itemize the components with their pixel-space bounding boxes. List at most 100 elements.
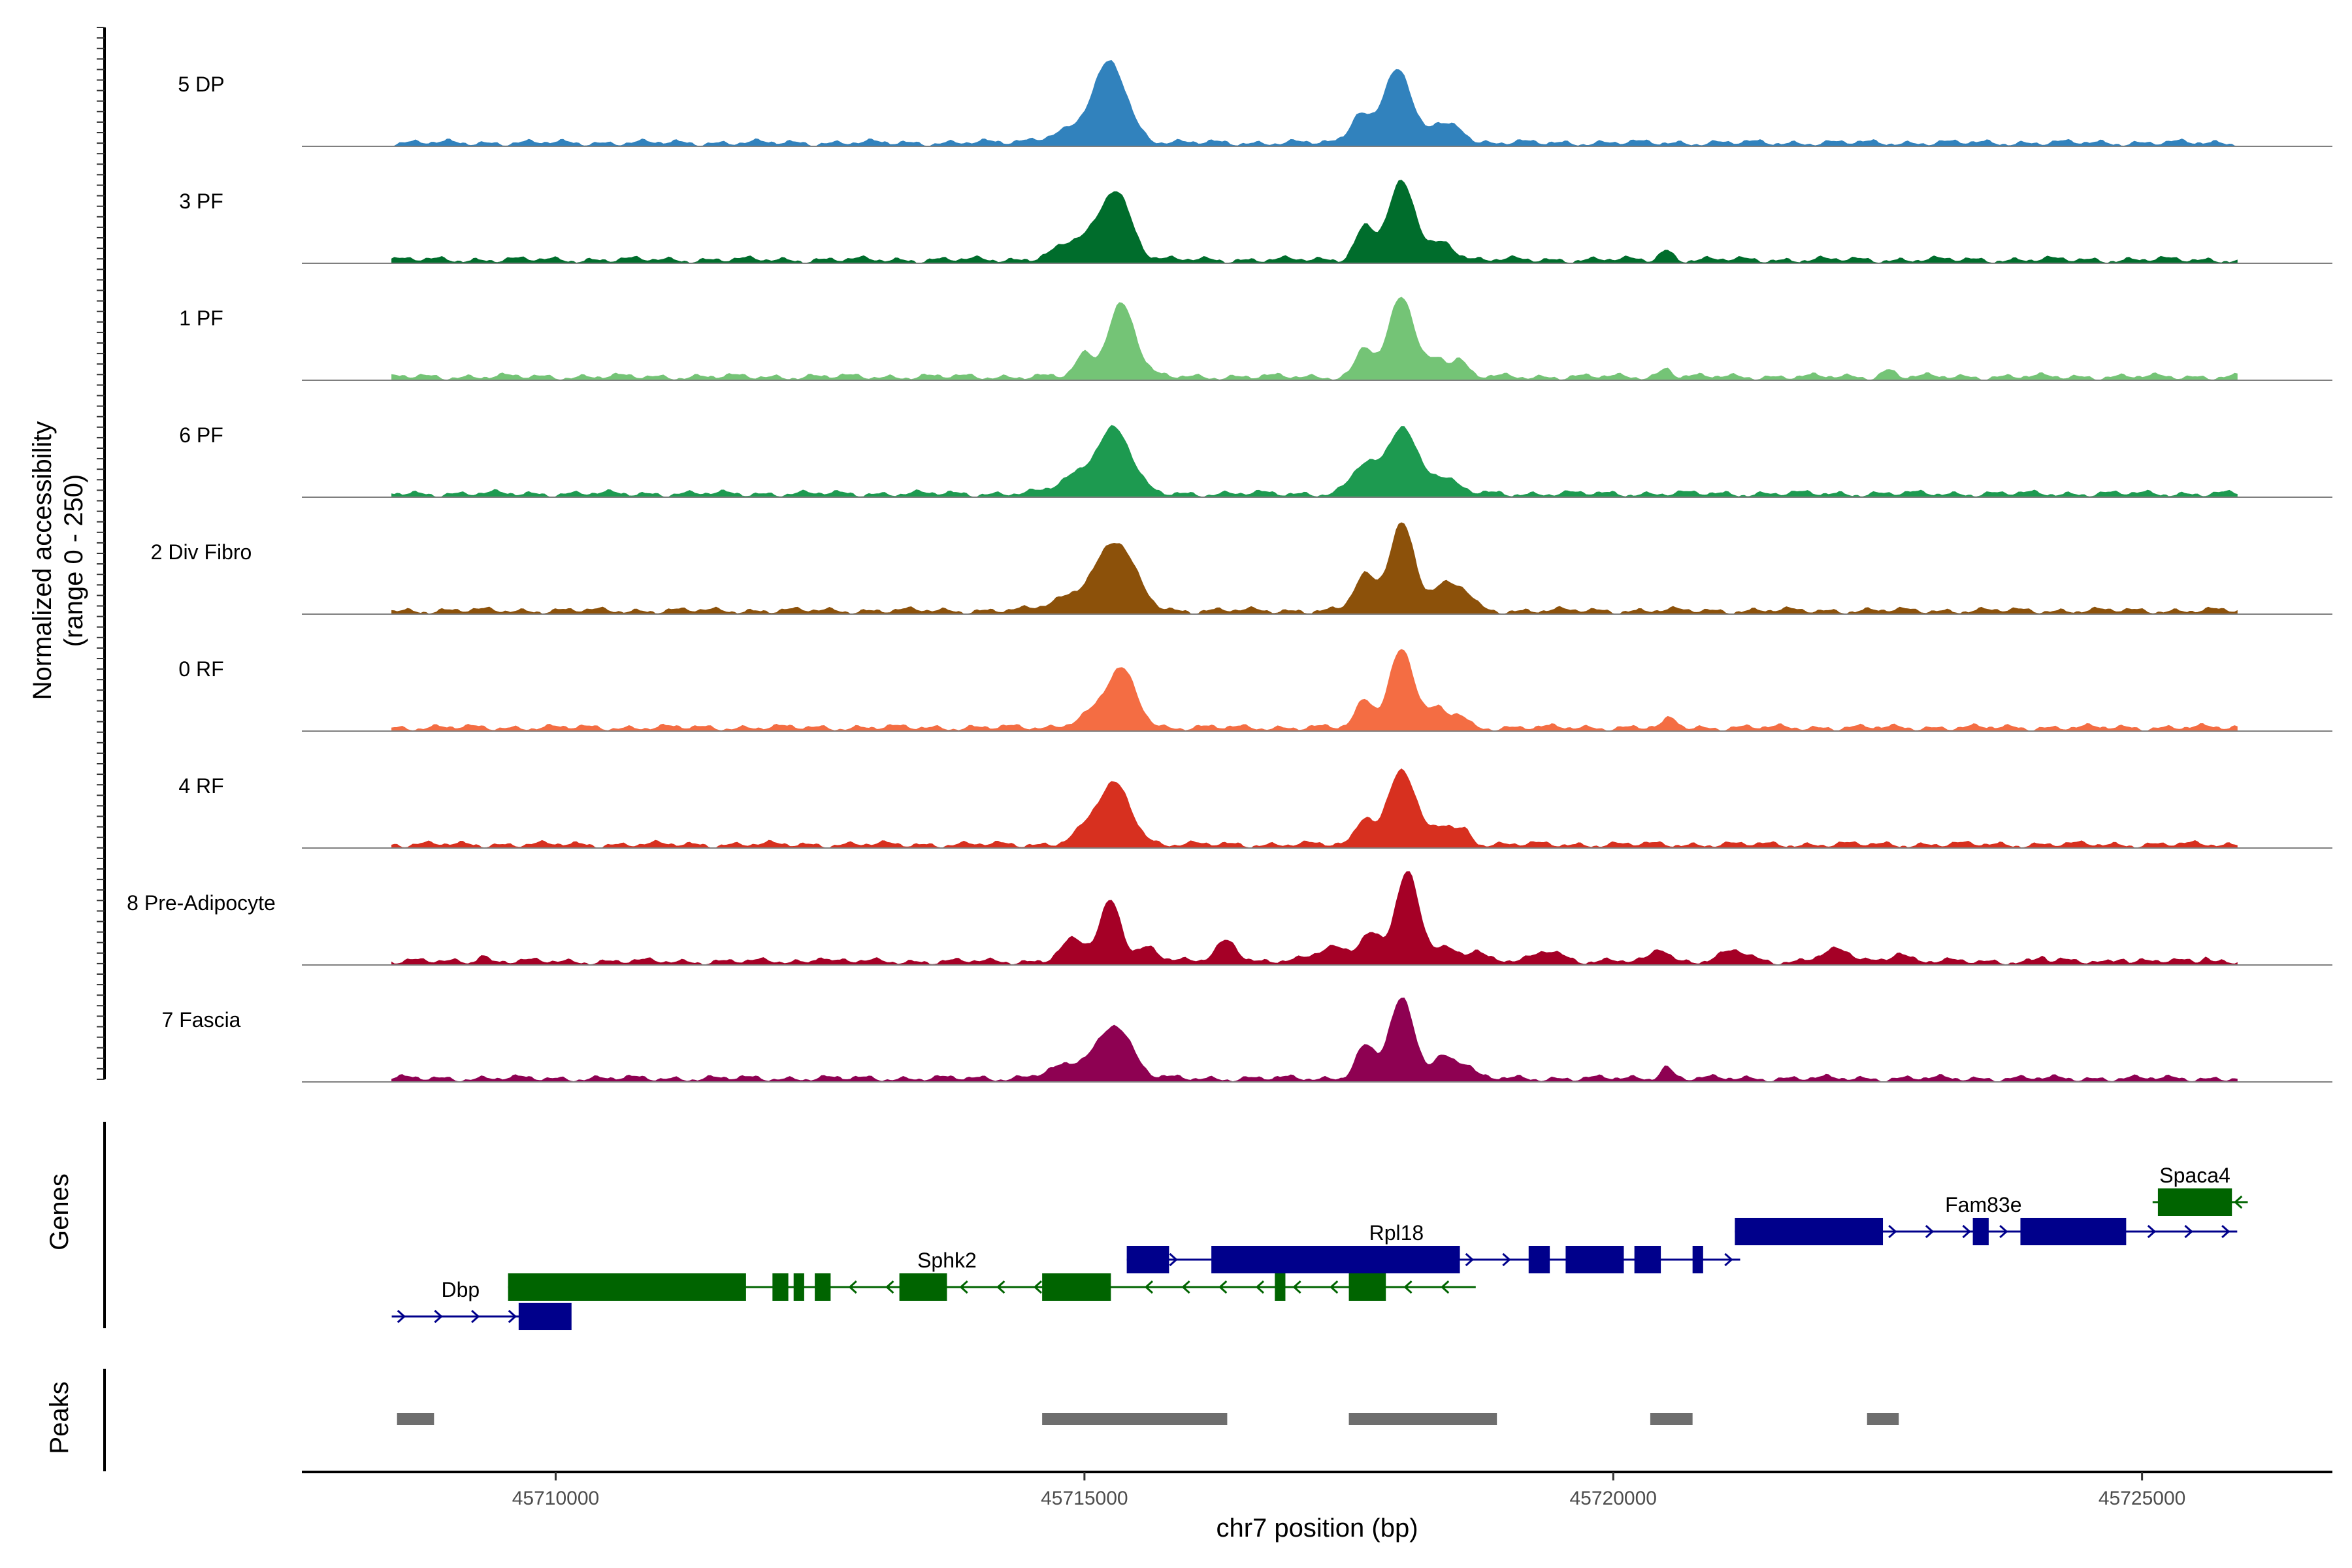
strand-arrow xyxy=(397,1309,406,1324)
gene-exon xyxy=(1692,1246,1703,1273)
strand-arrow xyxy=(1888,1224,1897,1239)
gene-exon xyxy=(1972,1218,1989,1245)
peak-region xyxy=(1042,1413,1228,1425)
gene-exon xyxy=(1735,1218,1884,1245)
strand-arrow xyxy=(508,1309,517,1324)
gene-exon xyxy=(899,1273,947,1301)
strand-arrow xyxy=(1403,1280,1413,1294)
peaks-panel-label: Peaks xyxy=(45,1381,74,1454)
gene-exon xyxy=(1275,1273,1286,1301)
gene-label: Fam83e xyxy=(1945,1193,2021,1217)
gene-exon xyxy=(1042,1273,1111,1301)
strand-arrow xyxy=(959,1280,968,1294)
strand-arrow xyxy=(1999,1224,2008,1239)
track-label: 3 PF xyxy=(179,189,223,213)
coverage-track: 2 Div Fibro xyxy=(151,522,2332,615)
track-label: 2 Div Fibro xyxy=(151,540,252,564)
gene-label: Dbp xyxy=(441,1278,480,1301)
gene-exon xyxy=(2020,1218,2127,1245)
strand-arrow xyxy=(1169,1252,1178,1267)
coverage-track: 7 Fascia xyxy=(162,997,2332,1083)
strand-arrow xyxy=(885,1280,894,1294)
track-label: 4 RF xyxy=(178,774,223,798)
peak-regions-track xyxy=(397,1413,1899,1425)
gene-sphk2: Sphk2 xyxy=(508,1249,1476,1301)
gene-exon xyxy=(1565,1246,1624,1273)
track-label: 1 PF xyxy=(179,306,223,330)
gene-exon xyxy=(2157,1188,2232,1216)
gene-rpl18: Rpl18 xyxy=(1126,1221,1740,1273)
x-tick-label: 45710000 xyxy=(512,1488,599,1509)
x-tick-label: 45725000 xyxy=(2099,1488,2185,1509)
gene-exon xyxy=(1348,1273,1386,1301)
peak-region xyxy=(1867,1413,1899,1425)
genes-panel-label: Genes xyxy=(45,1173,74,1250)
coverage-track: 3 PF xyxy=(179,180,2332,264)
x-tick-label: 45715000 xyxy=(1041,1488,1128,1509)
x-axis: 45710000 45715000 45720000 45725000 xyxy=(302,1471,2332,1509)
strand-arrow xyxy=(1144,1280,1154,1294)
x-axis-title: chr7 position (bp) xyxy=(1216,1514,1418,1543)
y-axis-title-line-2: (range 0 - 250) xyxy=(59,474,88,647)
strand-arrow xyxy=(1218,1280,1228,1294)
coverage-area xyxy=(391,297,2238,381)
coverage-track: 5 DP xyxy=(178,59,2332,147)
coverage-area xyxy=(391,59,2238,147)
axes-layer xyxy=(97,27,106,1471)
track-label: 7 Fascia xyxy=(162,1008,241,1032)
coverage-area xyxy=(391,180,2238,264)
gene-label: Rpl18 xyxy=(1369,1221,1424,1245)
coverage-area xyxy=(391,649,2238,732)
strand-arrow xyxy=(1033,1280,1043,1294)
x-tick-label: 45720000 xyxy=(1570,1488,1657,1509)
strand-arrow xyxy=(2184,1224,2193,1239)
gene-exon xyxy=(815,1273,831,1301)
peak-region xyxy=(1348,1413,1497,1425)
track-label: 0 RF xyxy=(178,657,223,681)
coverage-track: 4 RF xyxy=(178,768,2332,849)
coverage-area xyxy=(391,871,2238,966)
gene-label: Spaca4 xyxy=(2159,1164,2230,1187)
coverage-area xyxy=(391,997,2238,1083)
gene-exon xyxy=(508,1273,746,1301)
strand-arrow xyxy=(2147,1224,2157,1239)
gene-exon xyxy=(1634,1246,1661,1273)
strand-arrow xyxy=(2221,1224,2230,1239)
coverage-area xyxy=(391,522,2238,615)
track-label: 8 Pre-Adipocyte xyxy=(127,891,276,915)
track-label: 6 PF xyxy=(179,423,223,447)
coverage-area xyxy=(391,425,2238,498)
coverage-track: 0 RF xyxy=(178,649,2332,732)
gene-exon xyxy=(1417,1246,1460,1273)
strand-arrow xyxy=(1962,1224,1971,1239)
gene-exon xyxy=(772,1273,789,1301)
gene-spaca4: Spaca4 xyxy=(2152,1164,2248,1216)
gene-exon xyxy=(518,1303,572,1330)
strand-arrow xyxy=(1465,1252,1474,1267)
strand-arrow xyxy=(434,1309,443,1324)
gene-label: Sphk2 xyxy=(917,1249,977,1272)
strand-arrow xyxy=(1255,1280,1264,1294)
track-label: 5 DP xyxy=(178,73,224,96)
gene-fam83e: Fam83e xyxy=(1735,1193,2238,1245)
gene-exon xyxy=(793,1273,804,1301)
coverage-tracks: 5 DP 3 PF 1 PF 6 PF 2 Div Fibro 0 RF 4 RF 8 Pre… xyxy=(127,59,2332,1083)
strand-arrow xyxy=(1502,1252,1511,1267)
strand-arrow xyxy=(1441,1280,1450,1294)
strand-arrow xyxy=(996,1280,1005,1294)
strand-arrow xyxy=(848,1280,857,1294)
gene-annotation-track: Dbp Sphk2 Rpl18 Fam83e Spaca4 xyxy=(391,1164,2248,1330)
coverage-track: 1 PF xyxy=(179,297,2332,381)
gene-dbp: Dbp xyxy=(391,1278,572,1330)
strand-arrow xyxy=(1181,1280,1190,1294)
coverage-area xyxy=(391,768,2238,849)
strand-arrow xyxy=(2234,1195,2243,1209)
gene-exon xyxy=(1211,1246,1423,1273)
strand-arrow xyxy=(1330,1280,1339,1294)
strand-arrow xyxy=(1925,1224,1935,1239)
gene-exon xyxy=(1126,1246,1169,1273)
peak-region xyxy=(1650,1413,1693,1425)
peak-region xyxy=(397,1413,434,1425)
strand-arrow xyxy=(1292,1280,1301,1294)
